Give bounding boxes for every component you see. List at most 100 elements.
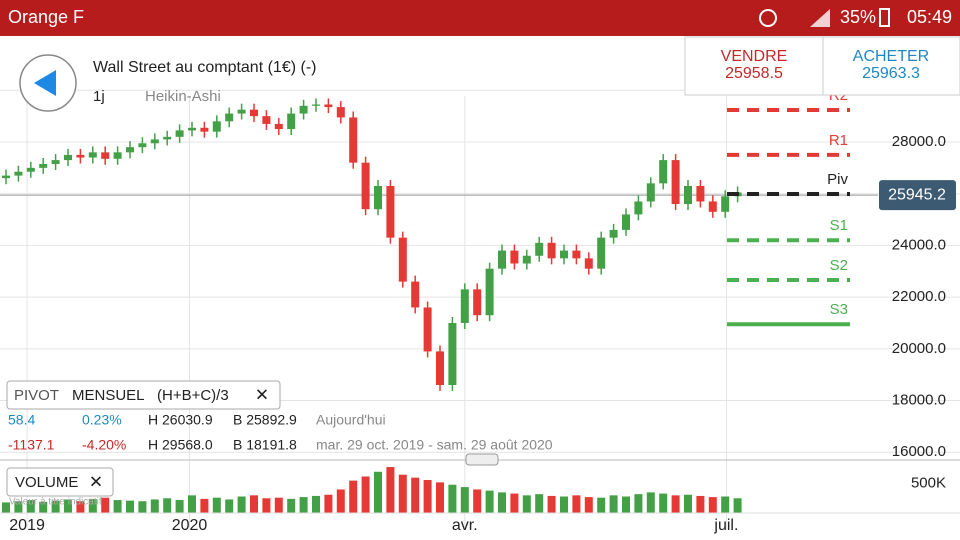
- candle: [398, 237, 407, 282]
- candle: [39, 163, 48, 168]
- candle: [374, 185, 382, 210]
- volume-bar: [584, 497, 593, 513]
- pane-handle[interactable]: [465, 453, 499, 466]
- volume-bar: [336, 489, 345, 513]
- candle: [361, 162, 370, 210]
- volume-bar: [188, 495, 196, 513]
- buy-price: 25963.3: [862, 65, 920, 82]
- chart-style[interactable]: Heikin-Ashi: [145, 88, 221, 105]
- volume-close[interactable]: ✕: [89, 472, 103, 491]
- sell-price: 25958.5: [725, 65, 783, 82]
- y-tick-label: 28000.0: [892, 133, 946, 150]
- change: 58.4: [8, 412, 35, 428]
- candle: [64, 154, 72, 161]
- candle: [597, 237, 606, 269]
- percent: 0.23%: [82, 412, 122, 428]
- candle: [250, 109, 258, 117]
- candle: [163, 136, 172, 140]
- candle: [76, 154, 85, 158]
- volume-bar: [597, 497, 606, 513]
- volume-bar: [696, 495, 705, 513]
- volume-note: Valeur à titre indicatif: [9, 497, 102, 508]
- volume-bar: [374, 471, 382, 513]
- low: B 25892.9: [233, 412, 297, 428]
- volume-bar: [448, 484, 457, 513]
- battery-icon: [879, 8, 890, 27]
- candle: [684, 185, 692, 205]
- volume-bar: [349, 480, 358, 513]
- candle: [386, 185, 395, 238]
- volume-bar: [113, 500, 122, 513]
- volume-bar: [460, 487, 469, 513]
- pivot-close[interactable]: ✕: [255, 385, 269, 404]
- volume-bar: [274, 497, 283, 513]
- volume-bar: [2, 502, 10, 513]
- candle: [622, 214, 630, 230]
- volume-bar: [64, 499, 72, 513]
- current-price: 25945.2: [888, 186, 946, 203]
- volume-bar: [101, 497, 110, 513]
- volume-bar: [386, 467, 395, 513]
- volume-bar: [250, 495, 258, 513]
- volume-bar: [535, 494, 544, 513]
- candle: [609, 229, 618, 238]
- pivot-formula: (H+B+C)/3: [157, 387, 229, 404]
- pivot-period: MENSUEL: [72, 387, 145, 404]
- candle: [138, 143, 147, 148]
- volume-bar: [646, 492, 655, 513]
- volume-box[interactable]: [6, 467, 114, 497]
- volume-title: VOLUME: [15, 474, 78, 491]
- candle: [336, 107, 345, 118]
- volume-bar: [708, 497, 717, 513]
- buy-label: ACHETER: [853, 48, 929, 65]
- candle: [113, 152, 122, 159]
- candle: [547, 242, 556, 259]
- candle: [634, 201, 643, 215]
- candle: [200, 127, 209, 132]
- volume-bar: [572, 495, 581, 513]
- candle: [150, 139, 159, 144]
- candle: [274, 123, 283, 130]
- candle: [287, 113, 296, 130]
- range: mar. 29 oct. 2019 - sam. 29 août 2020: [316, 437, 553, 453]
- pivot-title: PIVOT: [14, 387, 59, 404]
- volume-bar: [498, 492, 506, 513]
- volume-bar: [609, 495, 618, 513]
- volume-bar: [547, 495, 556, 513]
- candle: [188, 127, 196, 131]
- candle: [659, 160, 668, 184]
- signal-icon: [810, 9, 830, 27]
- volume-bar: [237, 496, 246, 513]
- volume-bar: [312, 495, 320, 513]
- sell-button[interactable]: [684, 36, 824, 96]
- back-arrow: [34, 70, 56, 96]
- candle: [312, 104, 320, 106]
- volume-bar: [26, 500, 35, 513]
- candle: [498, 250, 506, 269]
- buy-button[interactable]: [822, 36, 960, 96]
- y-tick-label: 24000.0: [892, 236, 946, 253]
- volume-bar: [634, 494, 643, 513]
- candle: [572, 250, 581, 259]
- pivot-box[interactable]: [6, 380, 281, 410]
- volume-bar: [212, 497, 221, 513]
- volume-bar: [51, 500, 60, 513]
- change: -1137.1: [8, 437, 55, 453]
- candle: [262, 116, 271, 124]
- status-bar: [0, 0, 960, 36]
- candle: [708, 201, 717, 212]
- candle: [535, 242, 544, 256]
- candle: [485, 268, 494, 316]
- volume-bar: [76, 501, 85, 513]
- y-tick-label: 16000.0: [892, 443, 946, 460]
- candle: [460, 289, 469, 323]
- volume-bar: [88, 498, 97, 513]
- low: B 18191.8: [233, 437, 297, 453]
- candle: [51, 160, 60, 164]
- candle: [436, 351, 444, 386]
- candle: [510, 250, 519, 264]
- high: H 29568.0: [148, 437, 213, 453]
- candle: [349, 117, 358, 163]
- candle: [88, 152, 97, 158]
